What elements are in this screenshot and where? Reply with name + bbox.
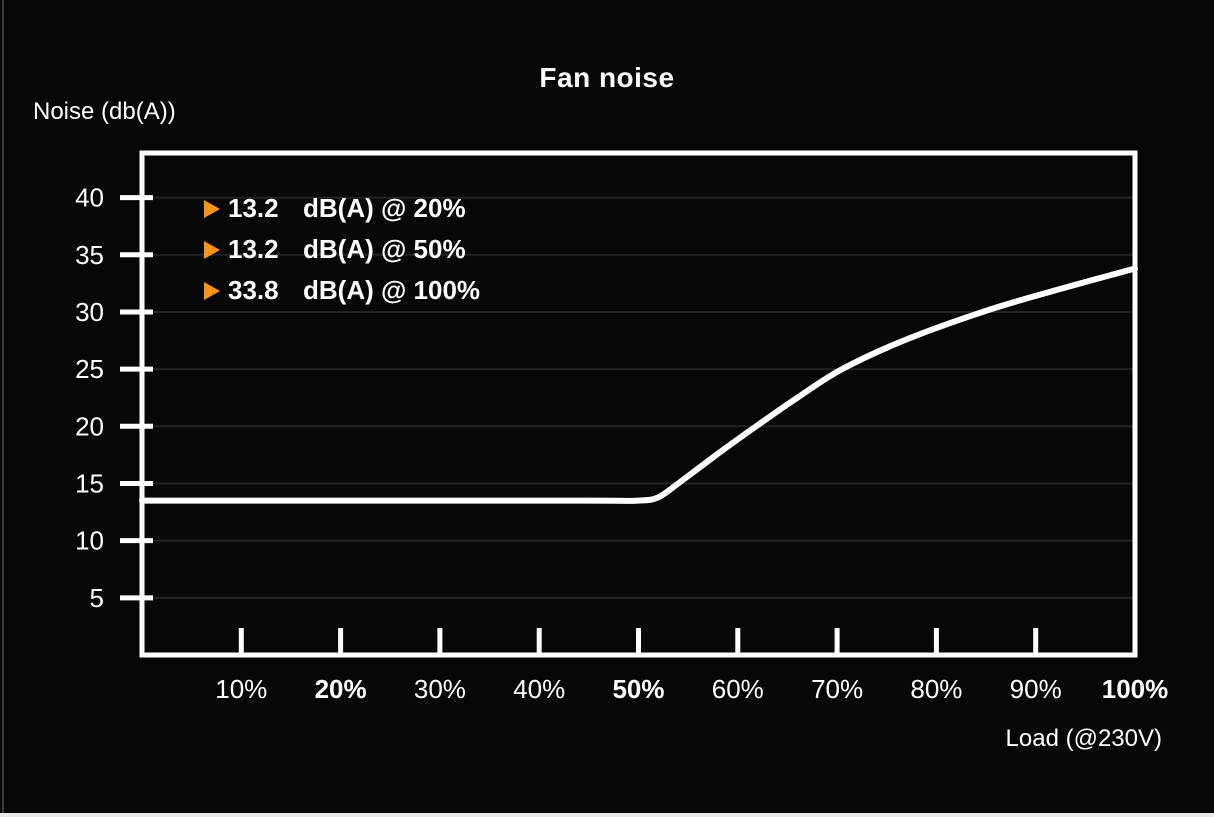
chart-title: Fan noise bbox=[539, 62, 675, 93]
x-tick-label: 60% bbox=[712, 674, 764, 704]
y-tick-label: 35 bbox=[75, 240, 104, 270]
chart-legend: 13.2 dB(A) @ 20% 13.2 dB(A) @ 50% 33.8 dB(A) … bbox=[204, 188, 480, 311]
triangle-marker-icon bbox=[204, 281, 220, 300]
noise-curve bbox=[139, 265, 1138, 504]
x-tick-label: 30% bbox=[414, 674, 466, 704]
x-tick-label: 80% bbox=[910, 674, 962, 704]
page-left-edge-line bbox=[2, 0, 4, 813]
x-tick-label: 10% bbox=[215, 674, 267, 704]
legend-label: dB(A) @ 50% bbox=[303, 234, 466, 264]
legend-value: 33.8 bbox=[228, 275, 279, 305]
y-tick-label: 15 bbox=[75, 468, 104, 498]
y-tick-label: 30 bbox=[75, 297, 104, 327]
x-tick-label: 20% bbox=[315, 674, 367, 704]
x-tick-label: 40% bbox=[513, 674, 565, 704]
x-tick-label: 70% bbox=[811, 674, 863, 704]
legend-label: dB(A) @ 100% bbox=[303, 275, 481, 305]
page-bottom-edge-line bbox=[0, 813, 1214, 817]
y-tick-label: 5 bbox=[90, 583, 104, 613]
plot-border bbox=[139, 150, 1138, 658]
legend-value: 13.2 bbox=[228, 193, 279, 223]
x-axis-title: Load (@230V) bbox=[1005, 725, 1162, 752]
triangle-marker-icon bbox=[204, 199, 220, 218]
y-tick-label: 20 bbox=[75, 411, 104, 441]
legend-item: 33.8 dB(A) @ 100% bbox=[204, 270, 480, 311]
legend-item: 13.2 dB(A) @ 50% bbox=[204, 229, 480, 270]
legend-item: 13.2 dB(A) @ 20% bbox=[204, 188, 480, 229]
legend-value: 13.2 bbox=[228, 234, 279, 264]
triangle-marker-icon bbox=[204, 240, 220, 259]
y-axis-title: Noise (db(A)) bbox=[33, 98, 176, 125]
x-tick-label: 100% bbox=[1102, 674, 1169, 704]
y-tick-label: 10 bbox=[75, 526, 104, 556]
legend-label: dB(A) @ 20% bbox=[303, 193, 466, 223]
y-tick-label: 25 bbox=[75, 354, 104, 384]
x-tick-label: 90% bbox=[1010, 674, 1062, 704]
y-tick-label: 40 bbox=[75, 183, 104, 213]
x-tick-label: 50% bbox=[612, 674, 664, 704]
